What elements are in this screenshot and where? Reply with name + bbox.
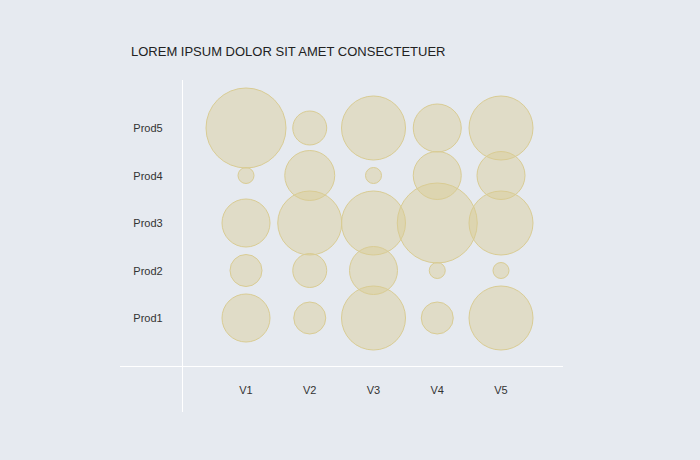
y-tick-label: Prod2 xyxy=(133,265,162,277)
x-tick-label: V3 xyxy=(367,384,380,396)
bubble xyxy=(222,294,270,342)
bubble xyxy=(429,263,445,279)
bubble xyxy=(238,168,254,184)
bubble xyxy=(230,255,262,287)
bubble xyxy=(421,302,453,334)
bubble xyxy=(366,168,382,184)
bubble xyxy=(342,286,406,350)
bubble xyxy=(342,96,406,160)
bubble xyxy=(293,111,327,145)
y-tick-label: Prod1 xyxy=(133,312,162,324)
x-axis-line xyxy=(120,366,563,367)
bubble xyxy=(206,88,286,168)
x-tick-label: V4 xyxy=(431,384,444,396)
x-tick-label: V2 xyxy=(303,384,316,396)
bubble xyxy=(469,96,533,160)
bubble xyxy=(413,104,461,152)
x-tick-label: V5 xyxy=(494,384,507,396)
chart: LOREM IPSUM DOLOR SIT AMET CONSECTETUER V… xyxy=(0,0,700,460)
y-tick-label: Prod3 xyxy=(133,217,162,229)
bubble xyxy=(413,152,461,200)
x-tick-label: V1 xyxy=(239,384,252,396)
bubble xyxy=(222,199,270,247)
bubble xyxy=(469,286,533,350)
bubble xyxy=(285,151,335,201)
title: LOREM IPSUM DOLOR SIT AMET CONSECTETUER xyxy=(131,44,445,59)
bubble xyxy=(469,191,533,255)
bubble xyxy=(294,302,326,334)
bubble xyxy=(342,191,406,255)
y-axis-line xyxy=(182,80,183,412)
bubbles xyxy=(206,88,533,350)
bubble xyxy=(293,254,327,288)
y-tick-label: Prod5 xyxy=(133,122,162,134)
y-tick-label: Prod4 xyxy=(133,170,162,182)
bubble xyxy=(493,263,509,279)
